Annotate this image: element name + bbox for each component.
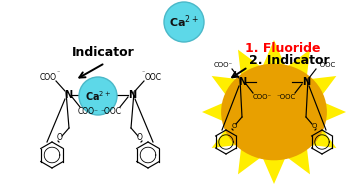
Text: ⁻: ⁻	[141, 71, 145, 77]
Ellipse shape	[221, 64, 327, 160]
Text: O: O	[137, 133, 143, 143]
Circle shape	[79, 77, 117, 115]
Text: 2. Indicator: 2. Indicator	[249, 53, 330, 67]
Text: ⁻OOC: ⁻OOC	[276, 94, 296, 100]
Text: Ca$^{2+}$: Ca$^{2+}$	[169, 14, 199, 30]
Text: Ca$^{2+}$: Ca$^{2+}$	[85, 89, 111, 103]
Text: ⁻OOC: ⁻OOC	[316, 62, 336, 68]
Text: COO: COO	[40, 73, 56, 81]
Text: ⁻: ⁻	[56, 71, 60, 77]
Text: OOC: OOC	[145, 73, 162, 81]
Text: COO⁻: COO⁻	[252, 94, 272, 100]
Polygon shape	[202, 40, 346, 184]
Text: COO⁻: COO⁻	[78, 106, 99, 115]
Text: Indicator: Indicator	[72, 46, 134, 59]
Text: N: N	[238, 77, 246, 87]
Text: COO⁻: COO⁻	[213, 62, 233, 68]
Text: ⁻OOC: ⁻OOC	[100, 106, 122, 115]
Text: O: O	[231, 123, 237, 129]
Text: N: N	[64, 90, 72, 100]
Text: N: N	[302, 77, 310, 87]
Circle shape	[164, 2, 204, 42]
Text: O: O	[57, 133, 63, 143]
Text: N: N	[128, 90, 136, 100]
Text: O: O	[311, 123, 317, 129]
Text: 1. Fluoride: 1. Fluoride	[245, 42, 320, 54]
